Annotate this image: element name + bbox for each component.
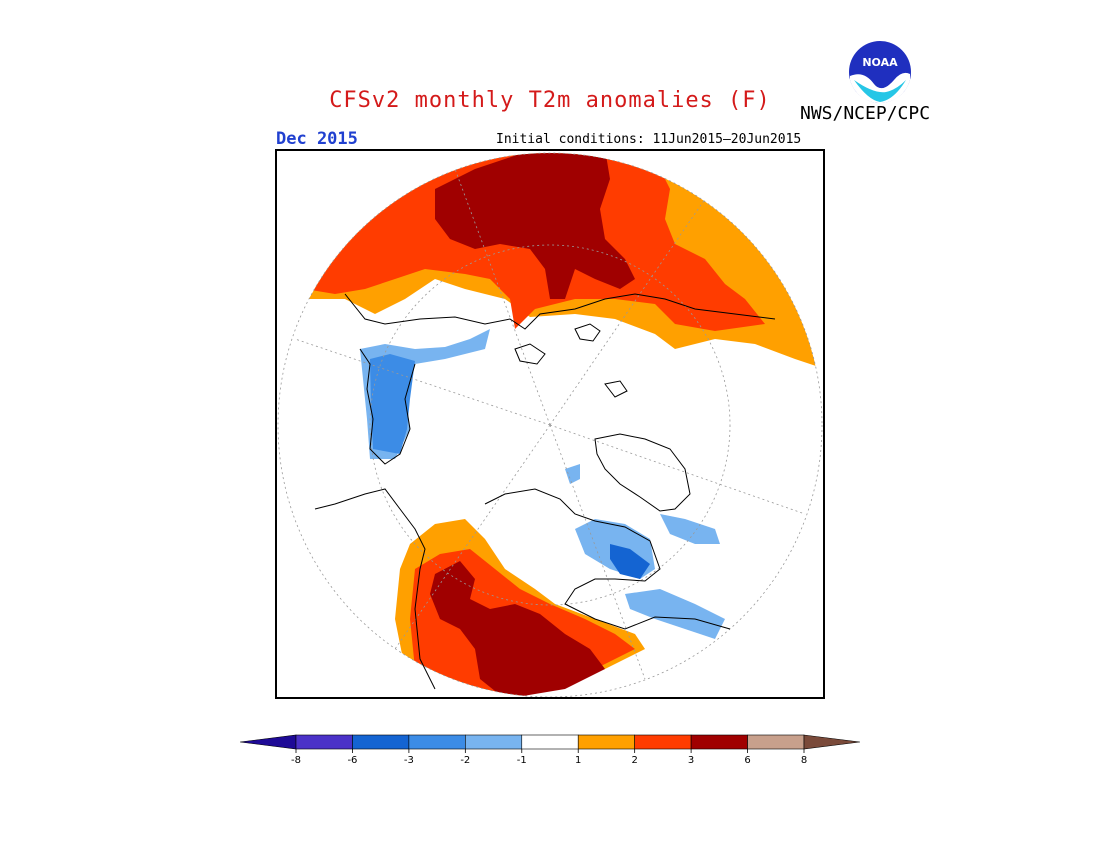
colorbar-swatch [803, 734, 860, 750]
colorbar-tick-label: 3 [688, 755, 694, 766]
agency-label: NWS/NCEP/CPC [800, 103, 931, 124]
colorbar-swatch [408, 734, 466, 750]
anomaly-fields [295, 153, 822, 697]
polar-anomaly-map [275, 149, 825, 699]
cool-region-labrador [625, 589, 725, 639]
colorbar-swatch [295, 734, 353, 750]
colorbar-tick-label: 2 [631, 755, 637, 766]
colorbar-tick-label: -6 [347, 755, 357, 766]
forecast-month: Dec 2015 [276, 129, 358, 149]
noaa-logo: NOAA [849, 41, 911, 104]
colorbar-swatch [352, 734, 410, 750]
graticule [277, 152, 823, 698]
cool-region-hudson [610, 544, 650, 579]
initial-conditions: Initial conditions: 11Jun2015–20Jun2015 [496, 132, 802, 147]
chart-title: CFSv2 monthly T2m anomalies (F) [329, 88, 771, 113]
noaa-logo-text: NOAA [862, 56, 898, 69]
colorbar-legend: -8 -6 -3 -2 -1 1 2 3 6 8 [240, 734, 860, 766]
colorbar-tick-label: -8 [291, 755, 301, 766]
colorbar-tick-label: -3 [404, 755, 414, 766]
cool-region-europe-core [370, 354, 415, 454]
colorbar-tick-label: -2 [460, 755, 470, 766]
colorbar-tick-label: 1 [575, 755, 581, 766]
hot-region-na [430, 561, 605, 697]
cool-region-greenland [660, 514, 720, 544]
colorbar-swatches [240, 734, 860, 750]
colorbar-swatch [747, 734, 805, 750]
colorbar-ticks: -8 -6 -3 -2 -1 1 2 3 6 8 [291, 749, 807, 766]
cool-region-alaska [565, 464, 580, 484]
colorbar-tick-label: 6 [744, 755, 750, 766]
colorbar-swatch [577, 734, 635, 750]
colorbar-swatch [240, 734, 297, 750]
hot-region-siberia [435, 153, 635, 299]
colorbar-swatch [465, 734, 523, 750]
map-frame [275, 149, 825, 699]
colorbar-swatch [634, 734, 692, 750]
colorbar-tick-label: 8 [801, 755, 807, 766]
colorbar-swatch [521, 734, 579, 750]
coastlines [314, 293, 776, 690]
colorbar-swatch [690, 734, 748, 750]
colorbar-tick-label: -1 [517, 755, 527, 766]
